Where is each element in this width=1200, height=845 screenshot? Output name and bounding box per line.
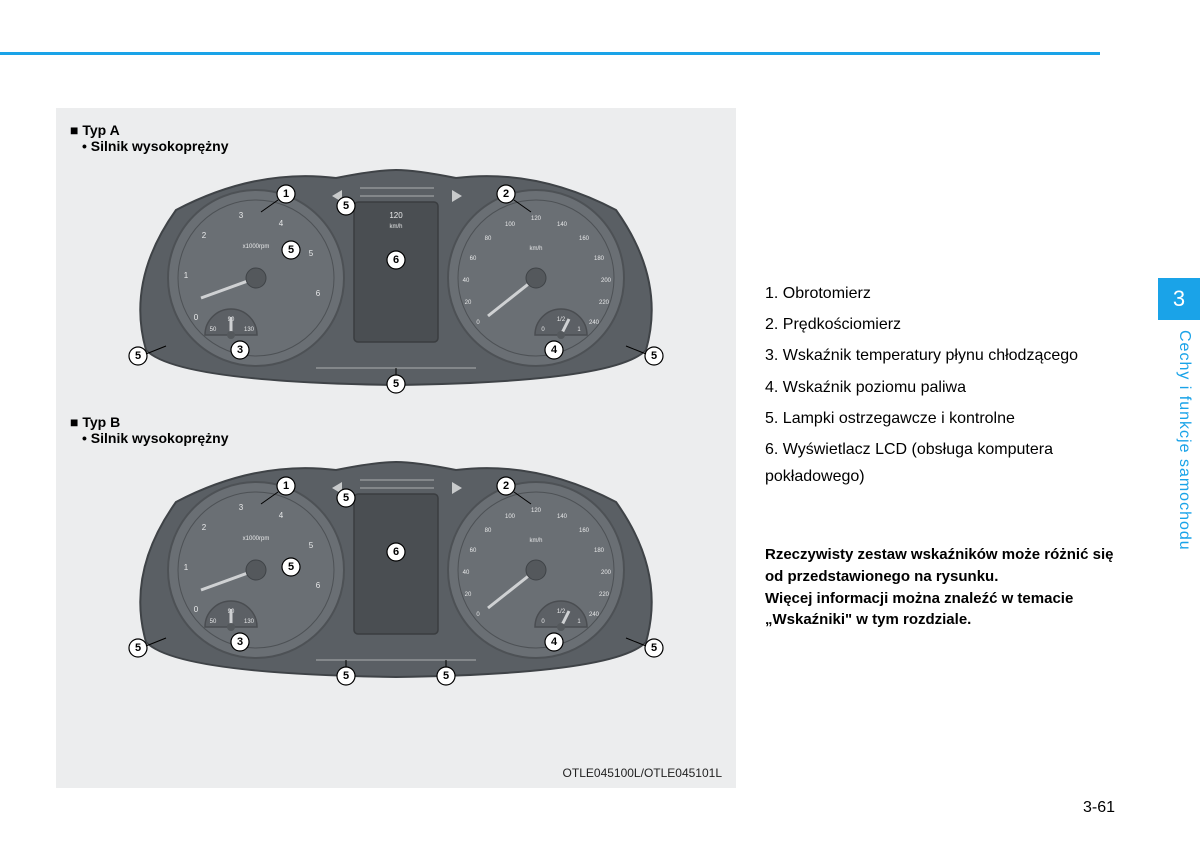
svg-text:2: 2 — [503, 188, 509, 200]
svg-text:20: 20 — [465, 300, 472, 306]
instrument-cluster-b: 0 1 2 3 4 5 6 x1000rpm 50 90 130 — [116, 452, 676, 692]
svg-text:0: 0 — [194, 605, 199, 614]
svg-text:220: 220 — [599, 300, 610, 306]
svg-text:1: 1 — [184, 271, 189, 280]
svg-text:3: 3 — [237, 344, 243, 356]
svg-text:4: 4 — [279, 219, 284, 228]
svg-text:5: 5 — [443, 670, 449, 682]
svg-text:130: 130 — [244, 619, 255, 625]
svg-text:240: 240 — [589, 612, 600, 618]
svg-text:0: 0 — [194, 313, 199, 322]
svg-text:40: 40 — [463, 570, 470, 576]
type-b-label: ■ Typ B — [70, 414, 722, 430]
instrument-cluster-a: 0 1 2 3 4 5 6 x1000rpm 50 — [116, 160, 676, 400]
svg-text:220: 220 — [599, 592, 610, 598]
svg-text:5: 5 — [309, 249, 314, 258]
svg-text:160: 160 — [579, 236, 590, 242]
svg-text:2: 2 — [503, 480, 509, 492]
svg-text:1: 1 — [184, 563, 189, 572]
type-b-sub: • Silnik wysokoprężny — [82, 430, 722, 446]
svg-text:120: 120 — [531, 216, 542, 222]
svg-text:1: 1 — [283, 480, 289, 492]
svg-text:60: 60 — [470, 256, 477, 262]
svg-text:20: 20 — [465, 592, 472, 598]
svg-text:3: 3 — [239, 503, 244, 512]
svg-text:3: 3 — [239, 211, 244, 220]
chapter-number: 3 — [1173, 286, 1185, 312]
svg-text:5: 5 — [343, 200, 349, 212]
svg-text:km/h: km/h — [389, 224, 402, 230]
svg-text:80: 80 — [485, 236, 492, 242]
svg-text:5: 5 — [651, 642, 657, 654]
svg-text:x1000rpm: x1000rpm — [243, 536, 270, 542]
legend-item-2: 2. Prędkościomierz — [765, 311, 1115, 338]
svg-text:140: 140 — [557, 222, 568, 228]
svg-text:km/h: km/h — [529, 538, 542, 544]
svg-text:1: 1 — [283, 188, 289, 200]
svg-text:200: 200 — [601, 278, 612, 284]
svg-text:4: 4 — [279, 511, 284, 520]
svg-text:1/2: 1/2 — [557, 609, 566, 615]
svg-text:180: 180 — [594, 548, 605, 554]
svg-text:80: 80 — [485, 528, 492, 534]
cluster-a: 0 1 2 3 4 5 6 x1000rpm 50 — [70, 160, 722, 400]
svg-text:2: 2 — [202, 523, 207, 532]
figure-panel: ■ Typ A • Silnik wysokoprężny 0 1 2 3 — [56, 108, 736, 788]
svg-text:3: 3 — [237, 636, 243, 648]
image-code: OTLE045100L/OTLE045101L — [563, 766, 722, 780]
svg-text:5: 5 — [651, 350, 657, 362]
svg-text:1/2: 1/2 — [557, 317, 566, 323]
svg-text:6: 6 — [316, 289, 321, 298]
type-a-sub: • Silnik wysokoprężny — [82, 138, 722, 154]
cluster-b: 0 1 2 3 4 5 6 x1000rpm 50 90 130 — [70, 452, 722, 692]
svg-text:60: 60 — [470, 548, 477, 554]
svg-text:120: 120 — [389, 211, 403, 220]
svg-text:100: 100 — [505, 514, 516, 520]
svg-text:200: 200 — [601, 570, 612, 576]
legend-list: 1. Obrotomierz 2. Prędkościomierz 3. Wsk… — [765, 280, 1115, 494]
svg-text:130: 130 — [244, 327, 255, 333]
svg-text:x1000rpm: x1000rpm — [243, 244, 270, 250]
disclaimer-note: Rzeczywisty zestaw wskaźników może różni… — [765, 544, 1115, 631]
svg-text:5: 5 — [288, 561, 294, 573]
svg-text:5: 5 — [135, 350, 141, 362]
svg-text:2: 2 — [202, 231, 207, 240]
svg-text:50: 50 — [210, 619, 217, 625]
svg-text:5: 5 — [343, 670, 349, 682]
svg-text:6: 6 — [393, 546, 399, 558]
svg-text:6: 6 — [393, 254, 399, 266]
type-a-label: ■ Typ A — [70, 122, 722, 138]
svg-text:50: 50 — [210, 327, 217, 333]
legend-item-3: 3. Wskaźnik temperatury płynu chłodząceg… — [765, 342, 1115, 369]
svg-text:5: 5 — [288, 244, 294, 256]
legend-item-1: 1. Obrotomierz — [765, 280, 1115, 307]
svg-text:6: 6 — [316, 581, 321, 590]
svg-text:5: 5 — [135, 642, 141, 654]
chapter-title: Cechy i funkcje samochodu — [1175, 330, 1193, 551]
legend-item-6: 6. Wyświetlacz LCD (obsługa komputera po… — [765, 436, 1115, 490]
page-number: 3-61 — [1083, 799, 1115, 817]
svg-text:140: 140 — [557, 514, 568, 520]
legend-item-4: 4. Wskaźnik poziomu paliwa — [765, 374, 1115, 401]
svg-text:km/h: km/h — [529, 246, 542, 252]
svg-text:4: 4 — [551, 344, 558, 356]
svg-text:240: 240 — [589, 320, 600, 326]
svg-text:160: 160 — [579, 528, 590, 534]
chapter-tab: 3 — [1158, 278, 1200, 320]
svg-text:40: 40 — [463, 278, 470, 284]
svg-text:5: 5 — [393, 378, 399, 390]
svg-text:5: 5 — [309, 541, 314, 550]
svg-text:120: 120 — [531, 508, 542, 514]
svg-text:100: 100 — [505, 222, 516, 228]
svg-text:180: 180 — [594, 256, 605, 262]
svg-text:4: 4 — [551, 636, 558, 648]
legend-item-5: 5. Lampki ostrzegawcze i kontrolne — [765, 405, 1115, 432]
svg-text:5: 5 — [343, 492, 349, 504]
header-rule — [0, 52, 1100, 55]
